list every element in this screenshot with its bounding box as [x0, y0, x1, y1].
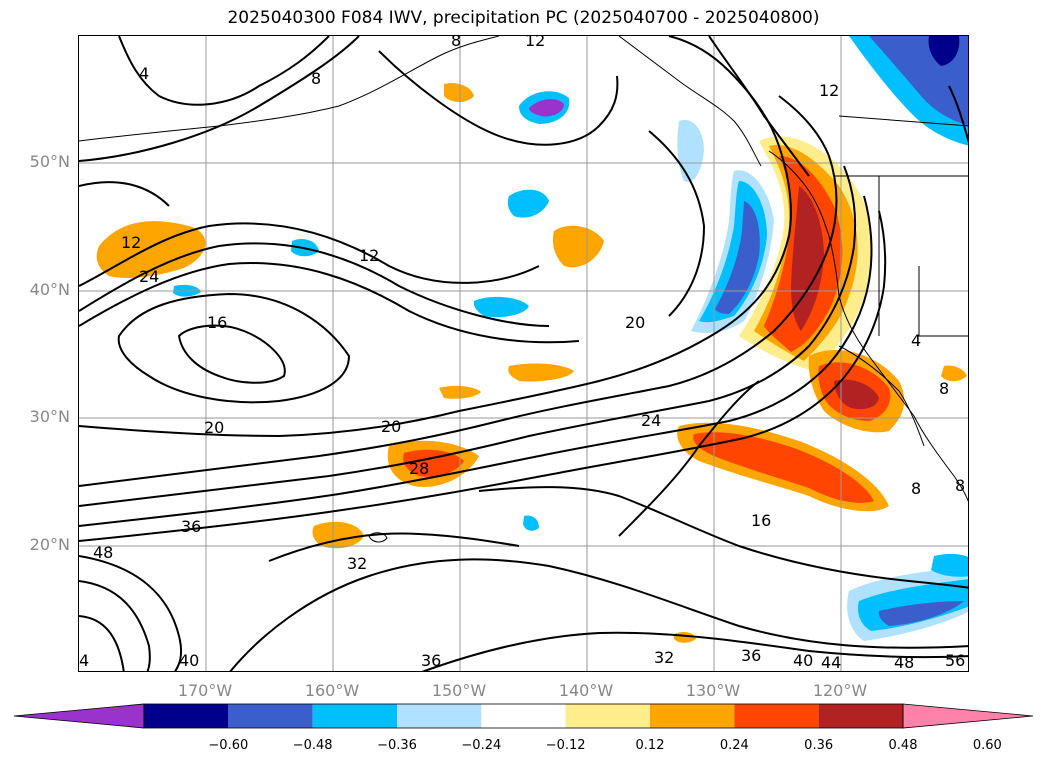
- colorbar-block: [228, 704, 313, 728]
- colorbar-frame: [143, 703, 904, 729]
- colorbar-block: [650, 704, 735, 728]
- colorbar-tick-label: 0.36: [804, 738, 834, 753]
- lon-label: 170°W: [177, 681, 233, 700]
- contour-label: 36: [181, 517, 201, 536]
- contour-label: 8: [311, 69, 321, 88]
- contour-label: 40: [179, 651, 199, 670]
- contour-label: 24: [641, 411, 661, 430]
- lon-label: 150°W: [431, 681, 487, 700]
- contour-label: 40: [793, 651, 813, 670]
- contour-label: 4: [911, 331, 921, 350]
- colorbar-tick-label: −0.48: [292, 738, 333, 753]
- lon-label: 160°W: [304, 681, 360, 700]
- contour-label: 8: [955, 476, 965, 495]
- map-canvas: 4 8 8 12 12 12 12 16 16 20 20 20 24 24 2…: [79, 36, 968, 672]
- colorbar-tick-label: 0.60: [972, 738, 1002, 753]
- contour-label: 8: [939, 379, 949, 398]
- lon-label: 140°W: [558, 681, 614, 700]
- map-title: 2025040300 F084 IWV, precipitation PC (2…: [227, 8, 820, 28]
- contour-label: 32: [347, 554, 367, 573]
- lon-label: 130°W: [685, 681, 741, 700]
- colorbar-block: [144, 704, 229, 728]
- contour-label: 4: [139, 64, 149, 83]
- colorbar-blocks: [13, 703, 1034, 729]
- colorbar-tick-label: −0.60: [208, 738, 249, 753]
- lat-label: 50°N: [29, 152, 70, 171]
- lat-label: 20°N: [29, 535, 70, 554]
- colorbar-extend-low: [13, 703, 145, 729]
- graticule: [79, 36, 968, 671]
- contour-label: 20: [625, 313, 645, 332]
- contour-label: 20: [204, 418, 224, 437]
- iwv-contours: [79, 36, 968, 671]
- lat-label: 40°N: [29, 280, 70, 299]
- colorbar-tick-label: 0.12: [635, 738, 665, 753]
- contour-label: 24: [139, 267, 159, 286]
- colorbar: [13, 703, 1034, 729]
- colorbar-block: [818, 704, 903, 728]
- negative-precip-shading: [173, 36, 968, 641]
- contour-label: 36: [421, 651, 441, 670]
- colorbar-block: [312, 704, 397, 728]
- contour-label: 12: [819, 81, 839, 100]
- contour-label: 4: [79, 651, 89, 670]
- contour-label: 12: [525, 36, 545, 50]
- colorbar-block: [734, 704, 819, 728]
- contour-label: 48: [894, 653, 914, 672]
- contour-label: 48: [93, 543, 113, 562]
- colorbar-tick-label: −0.24: [461, 738, 502, 753]
- contour-label: 32: [654, 648, 674, 667]
- contour-labels: 4 8 8 12 12 12 12 16 16 20 20 20 24 24 2…: [79, 36, 965, 672]
- map-panel: 4 8 8 12 12 12 12 16 16 20 20 20 24 24 2…: [78, 35, 969, 672]
- contour-label: 16: [207, 313, 227, 332]
- colorbar-block: [565, 704, 650, 728]
- contour-label: 12: [359, 246, 379, 265]
- contour-label: 56: [945, 651, 965, 670]
- colorbar-tick-label: 0.24: [719, 738, 749, 753]
- contour-label: 36: [741, 646, 761, 665]
- coastlines: [79, 36, 968, 543]
- contour-label: 16: [751, 511, 771, 530]
- colorbar-tick-label: −0.12: [545, 738, 586, 753]
- contour-label: 8: [911, 479, 921, 498]
- lon-label: 120°W: [812, 681, 868, 700]
- positive-precip-shading: [96, 83, 967, 643]
- colorbar-block: [481, 704, 566, 728]
- contour-label: 28: [409, 459, 429, 478]
- contour-label: 8: [451, 36, 461, 50]
- colorbar-tick-label: −0.36: [377, 738, 417, 753]
- colorbar-tick-label: 0.48: [888, 738, 918, 753]
- contour-label: 44: [821, 653, 841, 672]
- contour-label: 12: [121, 233, 141, 252]
- contour-label: 20: [381, 417, 401, 436]
- lat-label: 30°N: [29, 407, 70, 426]
- colorbar-extend-high: [902, 703, 1034, 729]
- colorbar-block: [397, 704, 482, 728]
